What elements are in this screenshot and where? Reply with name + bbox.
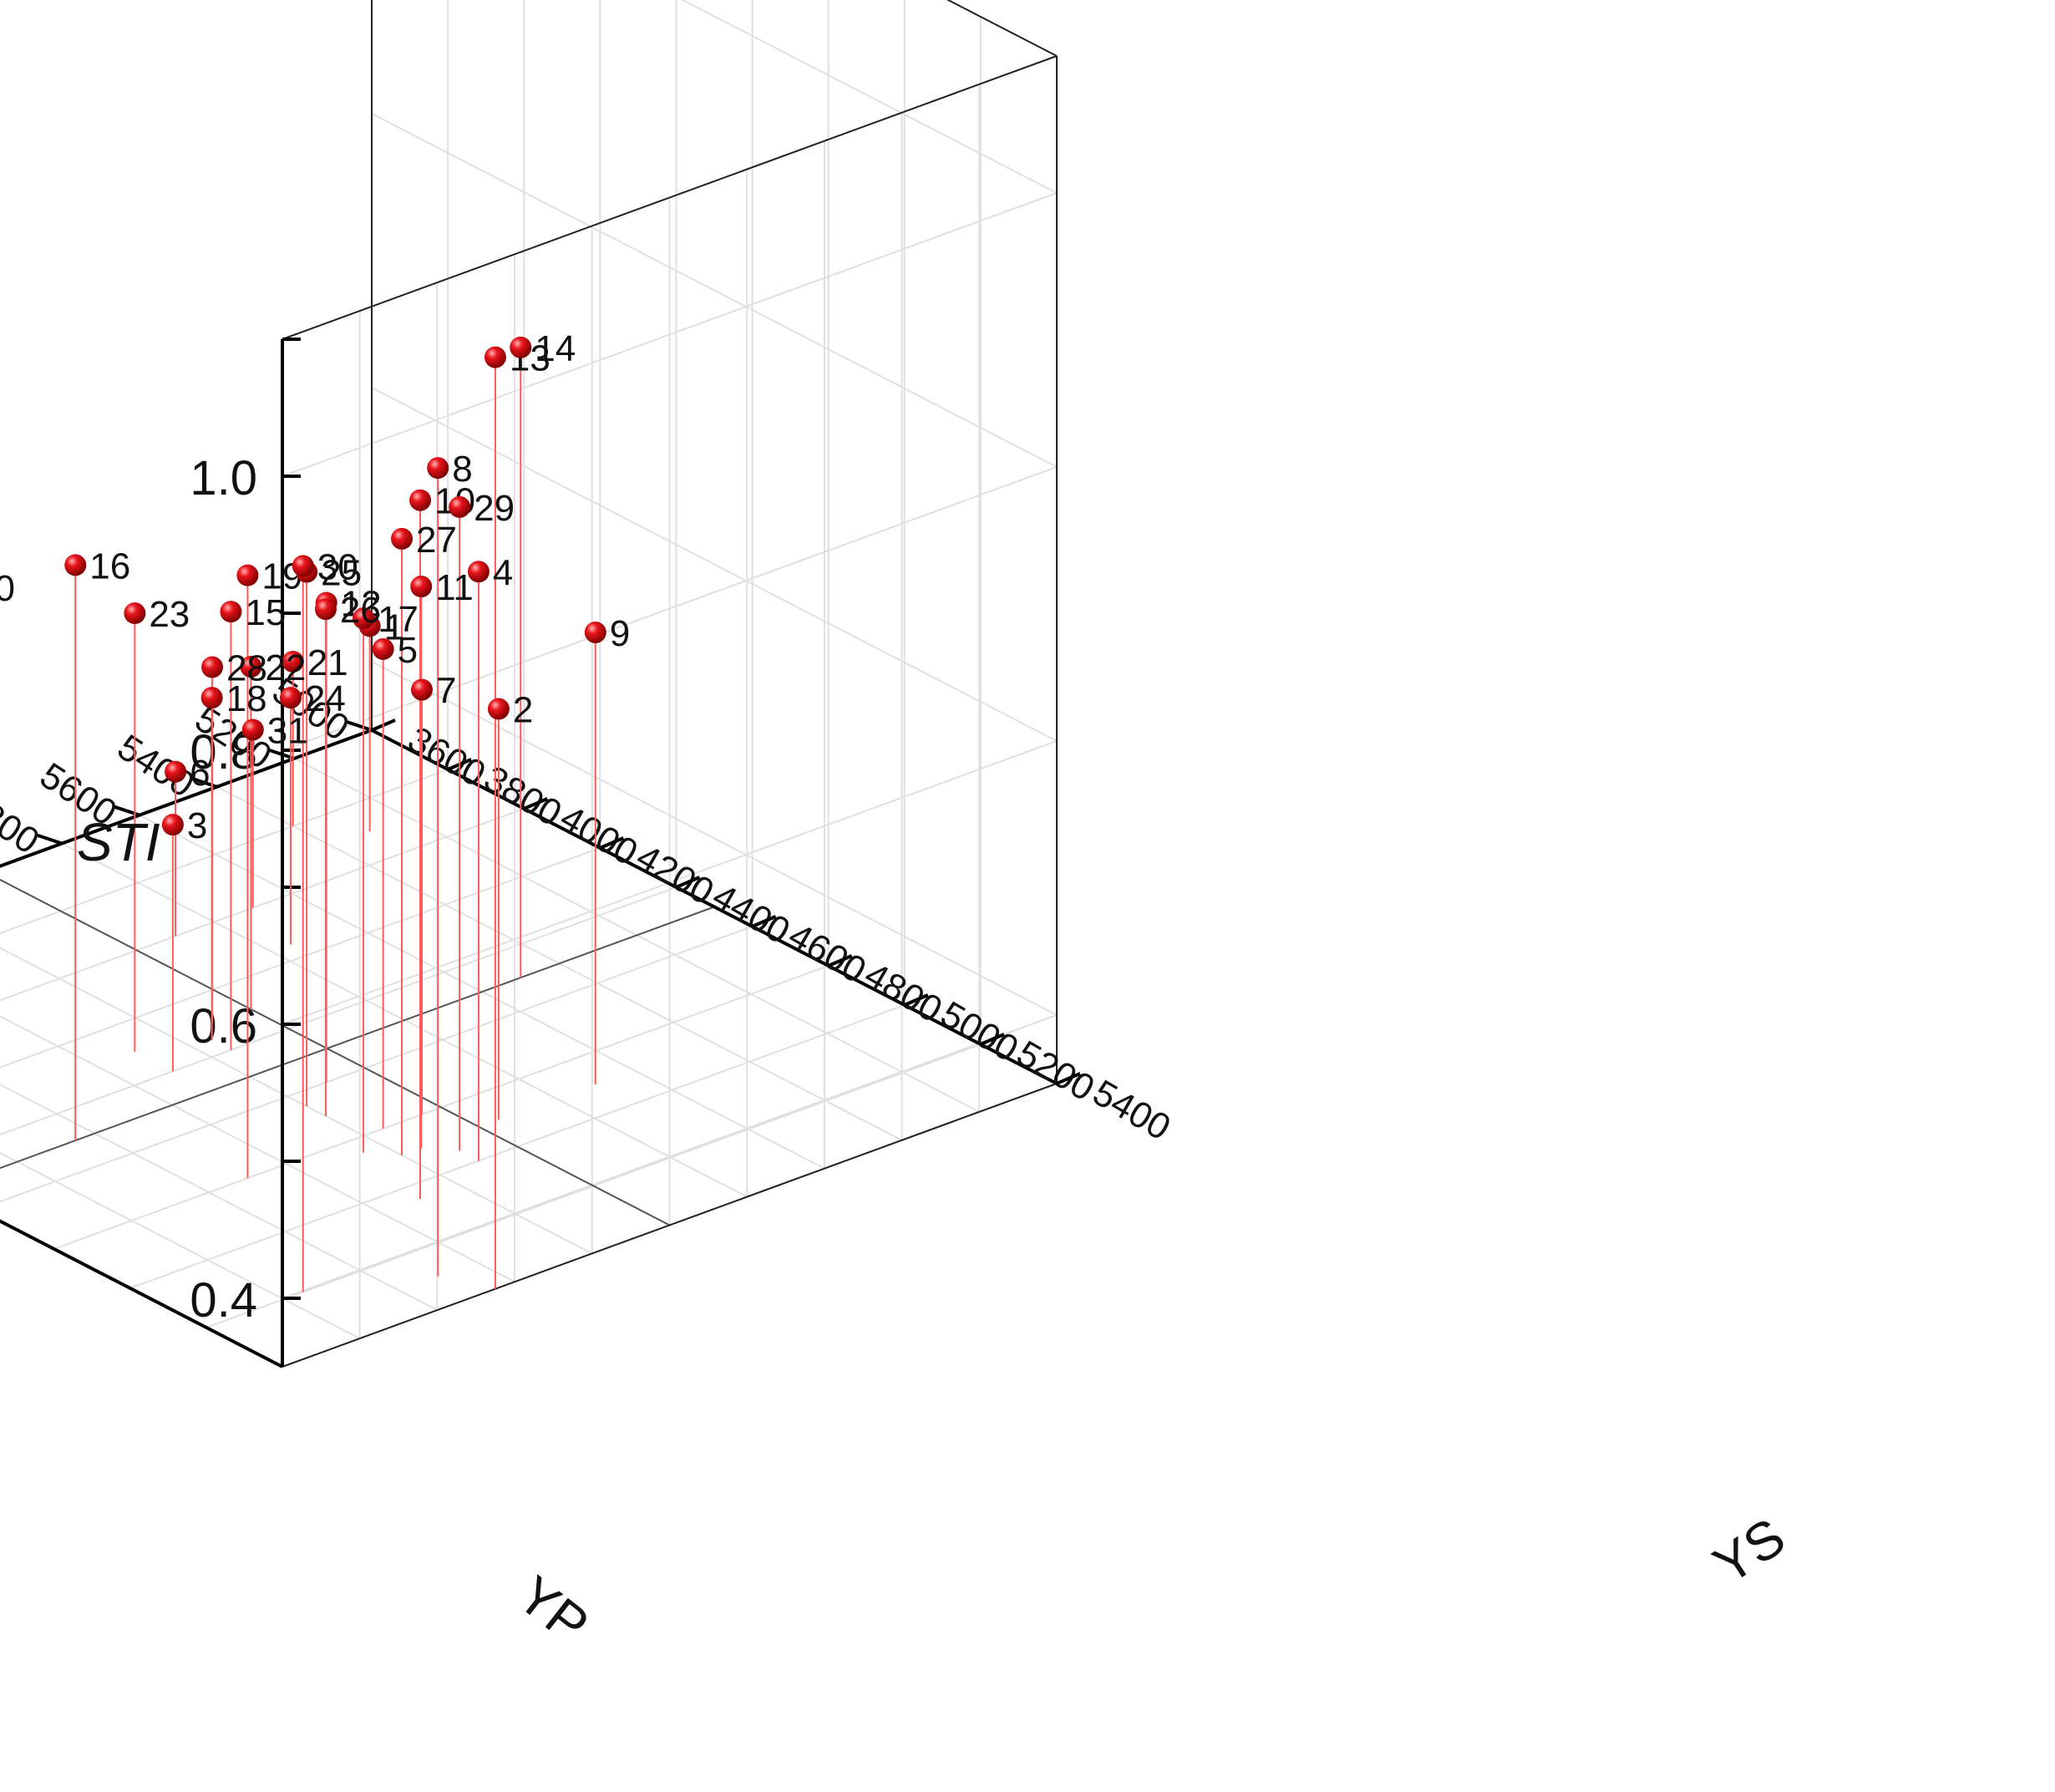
- data-point: [353, 607, 375, 630]
- point-label: 6: [190, 753, 210, 794]
- z-axis-title: STI: [77, 812, 160, 872]
- gridline: [371, 387, 1058, 742]
- gridline: [371, 113, 1058, 468]
- gridline: [681, 0, 1058, 194]
- data-point: [200, 687, 223, 709]
- y-tick-mark: [827, 954, 853, 967]
- data-point: [220, 601, 242, 623]
- point-label: 7: [436, 671, 456, 712]
- data-point: [241, 718, 264, 741]
- x-tick-mark: [36, 833, 63, 845]
- point-label: 11: [435, 567, 474, 608]
- point-label: 31: [267, 710, 308, 751]
- y-tick-mark: [1056, 1072, 1081, 1085]
- floor-midline: [0, 878, 670, 1226]
- data-point: [282, 651, 304, 673]
- point-label: 17: [378, 599, 419, 640]
- x-tick-label: 5400: [110, 727, 201, 805]
- gridline: [0, 947, 593, 1255]
- point-label: 29: [474, 488, 515, 529]
- point-label: 20: [0, 568, 15, 609]
- point-label: 26: [340, 590, 381, 631]
- x-tick-mark: [346, 720, 373, 732]
- x-axis-line: [0, 728, 373, 868]
- data-point: [161, 814, 184, 836]
- y-tick-label: 5200: [1010, 1033, 1101, 1109]
- data-point: [487, 698, 510, 720]
- point-label: 21: [307, 642, 348, 683]
- data-point: [510, 336, 532, 358]
- data-point: [279, 687, 302, 709]
- z-tick-label: 1.0: [190, 451, 257, 505]
- point-label: 23: [149, 594, 190, 635]
- point-label: 9: [610, 613, 630, 654]
- data-point: [467, 561, 490, 583]
- drop-lines: [74, 347, 596, 1292]
- top-left-edge: [282, 55, 1058, 340]
- gridline: [0, 886, 677, 1136]
- data-point: [410, 576, 433, 598]
- back-walls: [282, 0, 1058, 1367]
- data-point: [314, 598, 337, 621]
- data-point: [372, 637, 394, 660]
- point-label: 3: [187, 805, 207, 846]
- data-point: [240, 656, 262, 678]
- data-point: [292, 555, 314, 577]
- top-right-edge: [946, 0, 1058, 57]
- data-point: [484, 346, 506, 368]
- data-point: [584, 621, 606, 643]
- point-label: 18: [226, 678, 267, 719]
- point-label: 30: [317, 546, 358, 587]
- data-point: [449, 495, 471, 518]
- data-point: [201, 656, 224, 678]
- y-tick-mark: [980, 1033, 1005, 1046]
- point-label: 25: [321, 553, 362, 594]
- point-label: 14: [535, 328, 576, 369]
- gridline: [371, 661, 1058, 1016]
- gridline: [282, 466, 1058, 751]
- point-label: 16: [89, 546, 130, 586]
- y-tick-mark: [523, 797, 549, 810]
- point-label: 22: [265, 647, 306, 688]
- point-label: 24: [305, 678, 346, 719]
- data-point: [64, 554, 87, 576]
- data-points: 1234567891011121314151617181920212223242…: [0, 328, 630, 846]
- z-tick-label: 0.6: [190, 999, 257, 1053]
- data-point: [391, 527, 414, 550]
- y-tick-mark: [675, 876, 701, 889]
- gridline: [0, 878, 670, 1226]
- y-tick-mark: [599, 836, 625, 850]
- floor-left-edge: [282, 1083, 1058, 1368]
- axes: 0.40.60.81.05000520054005600580060006200…: [0, 338, 1177, 1368]
- point-label: 15: [245, 592, 286, 633]
- point-label: 4: [493, 552, 513, 593]
- data-point: [124, 602, 146, 625]
- x-axis-title: YP: [506, 1564, 600, 1655]
- data-point: [409, 489, 432, 511]
- point-label: 5: [398, 630, 418, 671]
- y-tick-label: 5400: [1086, 1072, 1177, 1148]
- data-point: [165, 760, 187, 783]
- point-label: 27: [416, 520, 457, 561]
- data-point: [427, 457, 449, 480]
- y-tick-mark: [751, 915, 777, 928]
- floor-midline: [0, 906, 715, 1170]
- x-front-edge: [0, 1219, 283, 1368]
- y-tick-mark: [903, 993, 929, 1007]
- z-tick-label: 0.4: [190, 1273, 257, 1328]
- point-label: 28: [226, 648, 267, 689]
- data-point: [410, 678, 433, 701]
- point-label: 2: [513, 690, 533, 731]
- y-axis-title: YS: [1702, 1506, 1795, 1596]
- y-axis-line: [371, 728, 1058, 1085]
- point-label: 8: [452, 449, 472, 490]
- gridline: [282, 192, 1058, 477]
- data-point: [236, 564, 259, 586]
